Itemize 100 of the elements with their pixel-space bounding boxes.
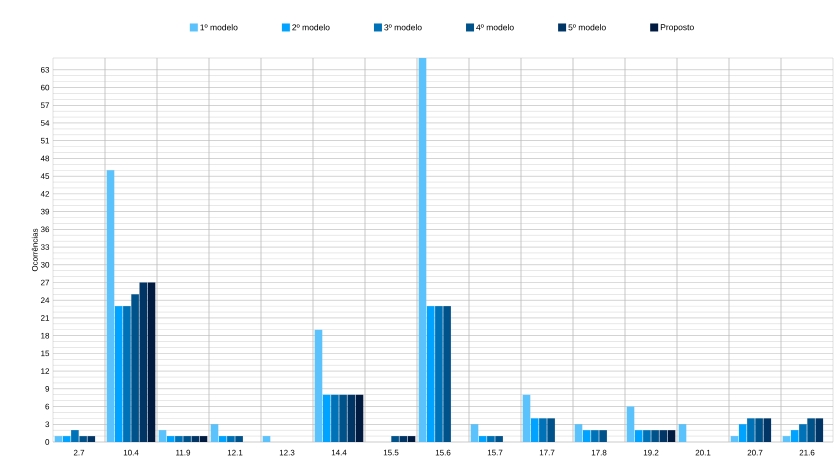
y-tick-label: 42 [40,191,50,197]
bar [443,306,451,442]
bar [799,424,807,442]
bar [755,418,763,442]
y-tick-label: 27 [40,280,50,286]
y-tick-label: 33 [40,244,50,250]
bar [106,170,114,442]
bar [782,436,790,442]
x-tick-label: 17.7 [540,450,554,456]
x-tick-label: 15.6 [436,450,450,456]
x-tick-label: 20.1 [696,450,710,456]
bar [478,436,487,442]
legend-label: 1º modelo [200,24,238,30]
bar [591,430,599,442]
bar [599,430,607,442]
bar [582,430,591,442]
y-tick-label: 45 [40,173,50,179]
bar [348,394,356,442]
y-tick-label: 12 [41,368,50,374]
bar [391,436,399,442]
bar [495,436,503,442]
bar [62,436,71,442]
legend-label: 2º modelo [292,24,330,30]
bar [227,436,235,442]
y-tick-label: 63 [40,66,50,73]
bar [356,394,364,442]
bar [218,436,227,442]
bar [816,418,824,442]
bar [88,436,96,442]
bar [668,430,676,442]
legend-label: Proposto [660,24,694,32]
x-tick-label: 10.4 [124,450,139,456]
y-tick-label: 9 [45,386,50,392]
bar [148,282,156,442]
x-tick-label: 14.4 [332,450,347,456]
y-tick-label: 30 [40,262,50,268]
bar [235,436,243,442]
bar [530,418,539,442]
bar [660,430,668,442]
bar [183,436,191,442]
bar [764,418,772,442]
bar [114,306,123,442]
y-tick-label: 57 [40,102,50,108]
bar [331,394,339,442]
bar [738,424,747,442]
bar [123,306,131,442]
x-tick-label: 11.9 [176,450,190,456]
bar [400,436,408,442]
bar [730,436,738,442]
x-tick-label: 20.7 [748,450,762,456]
x-tick-label: 21.6 [800,450,814,456]
x-tick-label: 15.7 [488,450,502,456]
legend-label: 3º modelo [384,24,422,30]
x-tick-label: 15.5 [384,450,398,456]
y-tick-label: 48 [40,156,50,162]
y-tick-label: 54 [40,120,50,126]
bar [522,394,530,442]
bar [200,436,208,442]
bar [435,306,443,442]
legend-label: 5º modelo [568,24,606,30]
bar [322,394,331,442]
bar [166,436,175,442]
y-tick-label: 15 [41,350,50,356]
y-tick-label: 24 [40,297,50,304]
x-tick-label: 12.1 [228,450,242,456]
bar [158,430,166,442]
bar [547,418,555,442]
bar [678,424,686,442]
y-tick-label: 51 [40,138,50,144]
bar [643,430,651,442]
bar [790,430,799,442]
bar [71,430,79,442]
y-tick-label: 0 [45,439,50,445]
bar [634,430,643,442]
bar [539,418,547,442]
y-axis-title: Ocorrências [32,228,38,272]
legend-label: 4º modelo [476,24,514,30]
x-tick-label: 2.7 [74,450,84,456]
y-tick-label: 39 [40,208,50,214]
bar [651,430,659,442]
bar [408,436,416,442]
bar [79,436,87,442]
bar [131,294,139,442]
bar [314,330,322,442]
bar [192,436,200,442]
bar [418,58,426,442]
y-tick-label: 21 [40,315,50,321]
y-tick-label: 36 [40,226,50,232]
x-tick-label: 12.3 [280,450,294,456]
bar [210,424,218,442]
bar [747,418,755,442]
bar [426,306,435,442]
bar [574,424,582,442]
bar [339,394,347,442]
y-tick-label: 3 [45,421,50,428]
bar [807,418,815,442]
bar [262,436,270,442]
bar [175,436,183,442]
bar [140,282,148,442]
y-tick-label: 18 [41,332,50,338]
